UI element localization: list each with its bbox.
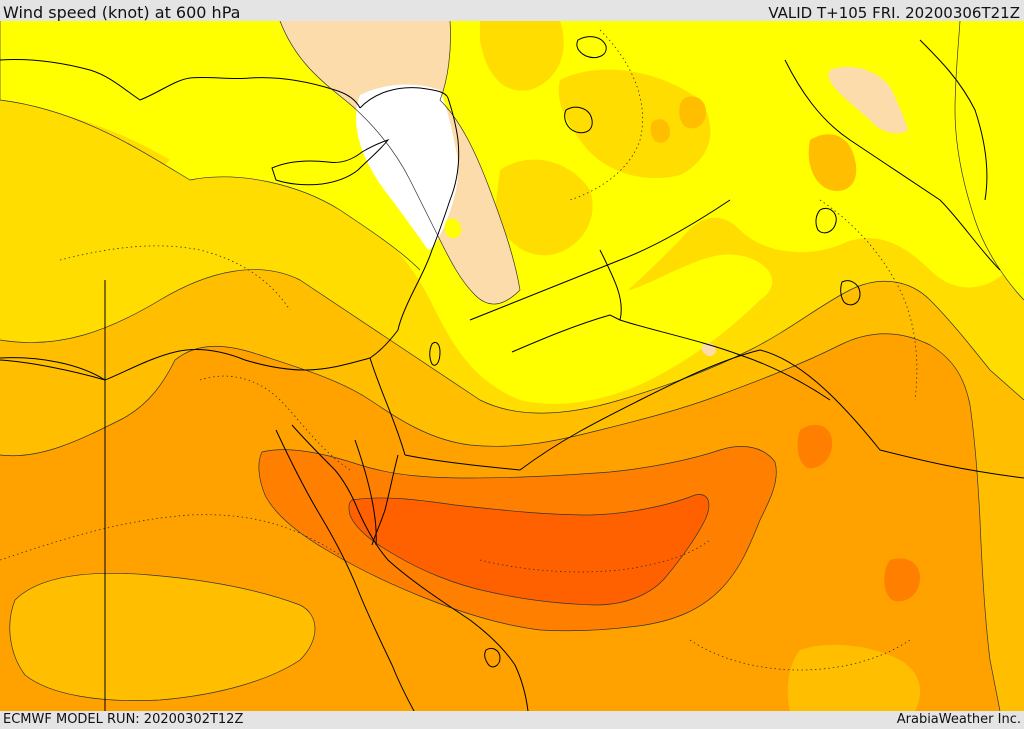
band-calm-core bbox=[356, 84, 459, 250]
model-run-label: ECMWF MODEL RUN: 20200302T12Z bbox=[3, 712, 244, 727]
isoline-dotted-6 bbox=[479, 539, 711, 573]
border-jordan-saudi bbox=[404, 454, 521, 471]
coastline-north-mediterranean bbox=[0, 59, 361, 109]
dead-sea bbox=[429, 341, 441, 366]
patch-moderate-4 bbox=[495, 159, 593, 256]
isoline-dotted-1 bbox=[0, 514, 341, 561]
contour-line-6 bbox=[279, 21, 521, 305]
contour-line-5 bbox=[0, 21, 421, 271]
island-3 bbox=[484, 647, 501, 668]
footer-bar bbox=[0, 711, 1024, 729]
patch-fresh-2 bbox=[650, 119, 670, 143]
contour-line-3 bbox=[258, 446, 777, 632]
border-iraq-saudi bbox=[519, 349, 1024, 479]
contour-line-2 bbox=[0, 333, 1001, 711]
coastline-egypt-north bbox=[0, 329, 399, 381]
credit-label: ArabiaWeather Inc. bbox=[896, 712, 1021, 727]
patch-very-strong-east bbox=[797, 424, 833, 469]
contour-line-4 bbox=[348, 494, 710, 606]
island-1 bbox=[815, 207, 837, 234]
border-sinai bbox=[369, 357, 406, 456]
border-caspian bbox=[919, 39, 988, 201]
coastline-gulf-of-aqaba bbox=[371, 454, 399, 546]
patch-moderate-2 bbox=[480, 21, 564, 91]
island-2 bbox=[840, 280, 861, 306]
border-north-africa bbox=[0, 359, 106, 390]
patch-very-light-east bbox=[828, 66, 908, 134]
patch-fresh-se bbox=[787, 644, 920, 711]
header-bar bbox=[0, 0, 1024, 21]
contour-line-1 bbox=[0, 269, 1024, 414]
patch-fresh-1 bbox=[679, 96, 706, 129]
coastline-gulf-of-suez bbox=[354, 439, 377, 546]
map-title: Wind speed (knot) at 600 hPa bbox=[3, 3, 241, 22]
lake-van bbox=[564, 106, 593, 134]
coastline-levant bbox=[359, 87, 460, 331]
wind-speed-map bbox=[0, 21, 1024, 711]
border-east bbox=[784, 59, 1001, 271]
isoline-dotted-4 bbox=[819, 199, 918, 401]
patch-moderate-3 bbox=[558, 69, 711, 179]
coastline-cyprus bbox=[271, 138, 390, 186]
border-iraq-iran bbox=[599, 249, 831, 401]
patch-fresh-sw bbox=[9, 573, 316, 701]
band-light-east bbox=[955, 21, 1024, 300]
contour-line-8 bbox=[954, 21, 1024, 301]
border-syria-iraq bbox=[469, 199, 731, 321]
border-jordan bbox=[511, 314, 621, 353]
coastline-red-sea-east bbox=[291, 424, 529, 711]
patch-white-inlet bbox=[444, 218, 462, 239]
valid-time-label: VALID T+105 FRI. 20200306T21Z bbox=[768, 4, 1020, 22]
isoline-dotted-3 bbox=[569, 29, 643, 201]
patch-moderate-1 bbox=[0, 100, 170, 194]
patch-fresh-3 bbox=[808, 134, 857, 191]
coastline-red-sea-west bbox=[275, 429, 415, 711]
isoline-dotted-2 bbox=[199, 375, 351, 471]
contour-line-7 bbox=[9, 572, 316, 701]
patch-very-strong-east2 bbox=[884, 558, 920, 602]
lake-urmia bbox=[576, 36, 607, 59]
band-jet-core bbox=[348, 494, 709, 605]
